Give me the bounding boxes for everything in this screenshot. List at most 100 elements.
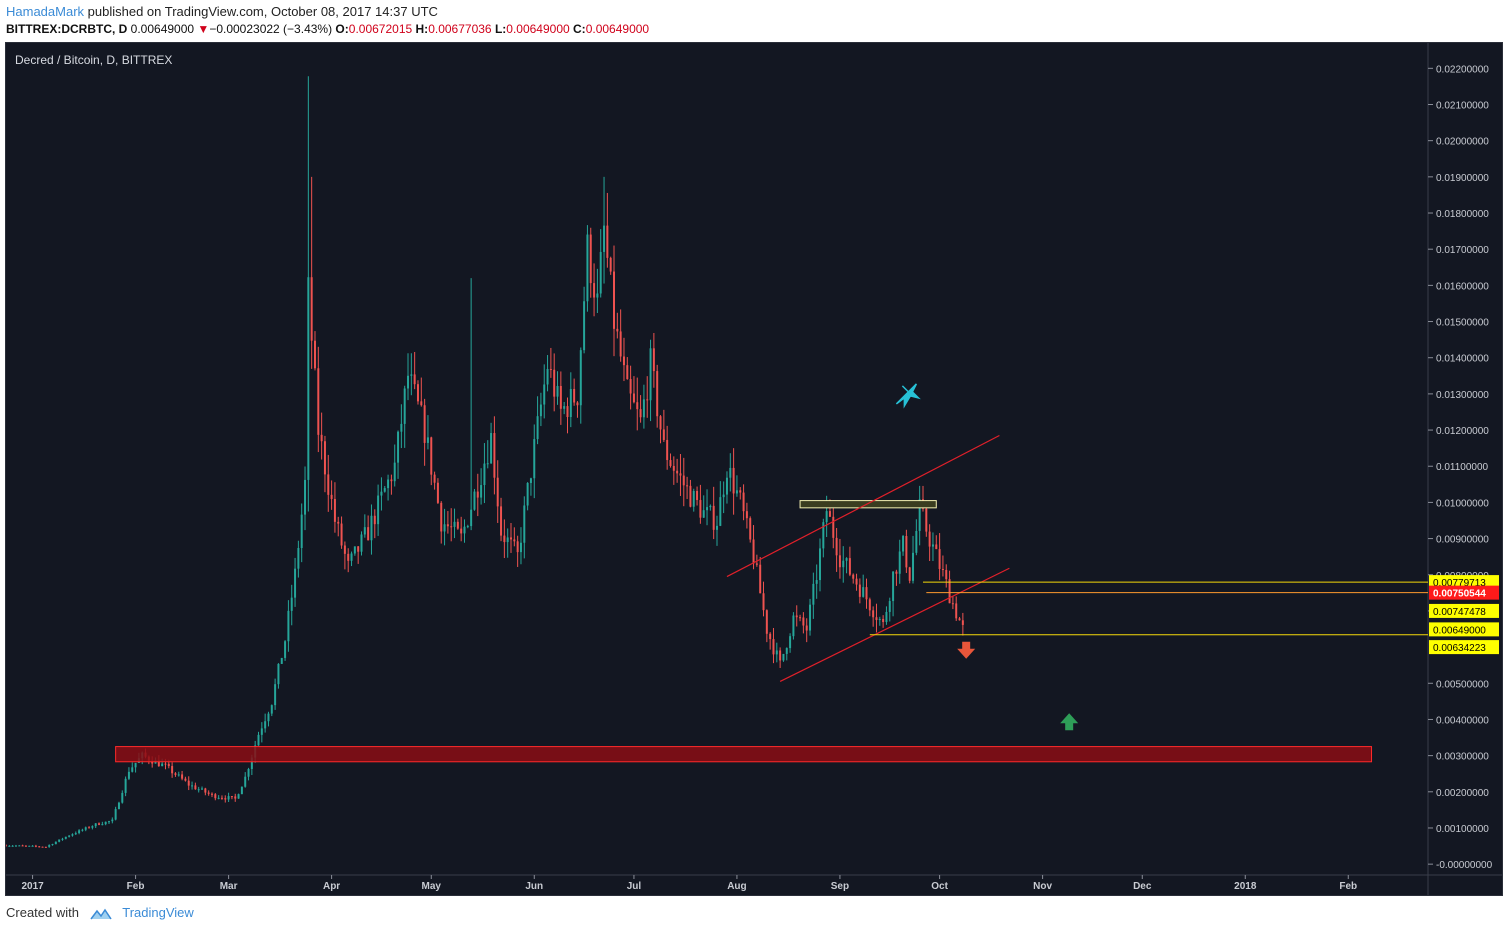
candle-body [267,713,270,722]
candle-body [187,780,190,786]
candle-body [569,388,572,418]
candle-body [400,423,403,432]
price-chart[interactable]: Decred / Bitcoin, D, BITTREX 0.02200000 0.… [6,43,1502,895]
candle-body [436,482,439,503]
candle-body [902,536,905,552]
candle-body [606,225,609,258]
candle-body [805,625,808,631]
candle-body [563,406,566,409]
candle-body [855,578,858,585]
candle-body [217,797,220,799]
candle-body [466,526,469,528]
candle-body [669,460,672,466]
candle-body [333,498,336,522]
candle-body [31,845,34,847]
rocket-icon [895,383,921,409]
candle-body [858,584,861,597]
x-tick-label: Apr [323,881,340,892]
y-tick-label: 0.00400000 [1436,715,1489,726]
candle-body [935,544,938,550]
candle-body [676,470,679,474]
candle-body [759,564,762,594]
candle-body [21,845,24,847]
candle-body [885,611,888,623]
candle-body [74,833,77,835]
candle-body [536,416,539,440]
candle-body [310,277,313,341]
candle-body [287,610,290,642]
candle-body [706,507,709,511]
candle-body [626,365,629,380]
candle-body [220,797,223,799]
candle-body [423,405,426,443]
candle-body [483,463,486,486]
candle-body [413,374,416,385]
plot-area [6,43,1428,875]
candle-body [127,771,130,779]
candle-body [367,527,370,541]
x-tick-label: Feb [1339,881,1357,892]
candle-body [390,479,393,482]
candle-body [958,618,961,621]
candle-body [769,633,772,640]
candle-body [403,388,406,424]
candle-body [177,774,180,776]
y-tick-label: 0.01900000 [1436,173,1489,184]
candle-body [603,225,606,252]
candle-body [812,583,815,605]
price-axis-label-bg [1429,575,1499,590]
candle-body [453,521,456,527]
y-tick-label: 0.00300000 [1436,752,1489,763]
candle-body [716,525,718,530]
candle-body [792,615,795,637]
footer: Created with TradingView [6,905,194,921]
candle-body [473,491,476,510]
candle-body [510,537,513,540]
candle-body [955,603,958,619]
candle-body [201,788,204,790]
candle-body [579,350,582,406]
candle-body [828,511,831,517]
candle-body [307,277,310,480]
candle-body [387,479,390,489]
candle-body [732,467,735,494]
tradingview-link[interactable]: TradingView [122,905,194,920]
candle-body [529,478,532,483]
candle-body [513,539,516,542]
chart-frame[interactable]: Decred / Bitcoin, D, BITTREX 0.02200000 0.… [5,42,1503,896]
candle-body [327,474,330,495]
candle-body [343,545,346,554]
candle-body [121,792,124,803]
candle-body [822,522,825,549]
y-tick-label: 0.01200000 [1436,426,1489,437]
candle-body [234,796,237,799]
candle-body [426,437,429,443]
candle-body [523,505,526,543]
candle-body [918,499,921,531]
candle-body [104,821,107,825]
candle-body [872,610,875,618]
candle-body [696,491,699,501]
candle-body [912,552,915,581]
candle-body [799,617,802,619]
candle-body [114,809,117,820]
candle-body [825,511,828,523]
candle-body [875,617,878,621]
candle-body [496,477,499,507]
candle-body [304,479,307,515]
candle-body [941,568,944,570]
candle-body [642,399,645,418]
candle-body [566,406,569,418]
candle-body [782,653,785,661]
candle-body [892,571,895,602]
candle-body [197,789,200,791]
candle-body [28,845,31,847]
candle-body [360,534,363,552]
down-arrow-icon [957,641,976,659]
candle-body [377,495,380,525]
author-link[interactable]: HamadaMark [6,4,85,19]
candle-body [649,348,652,401]
y-tick-label: 0.01100000 [1436,462,1489,473]
candle-body [516,541,519,553]
candle-body [210,793,213,795]
